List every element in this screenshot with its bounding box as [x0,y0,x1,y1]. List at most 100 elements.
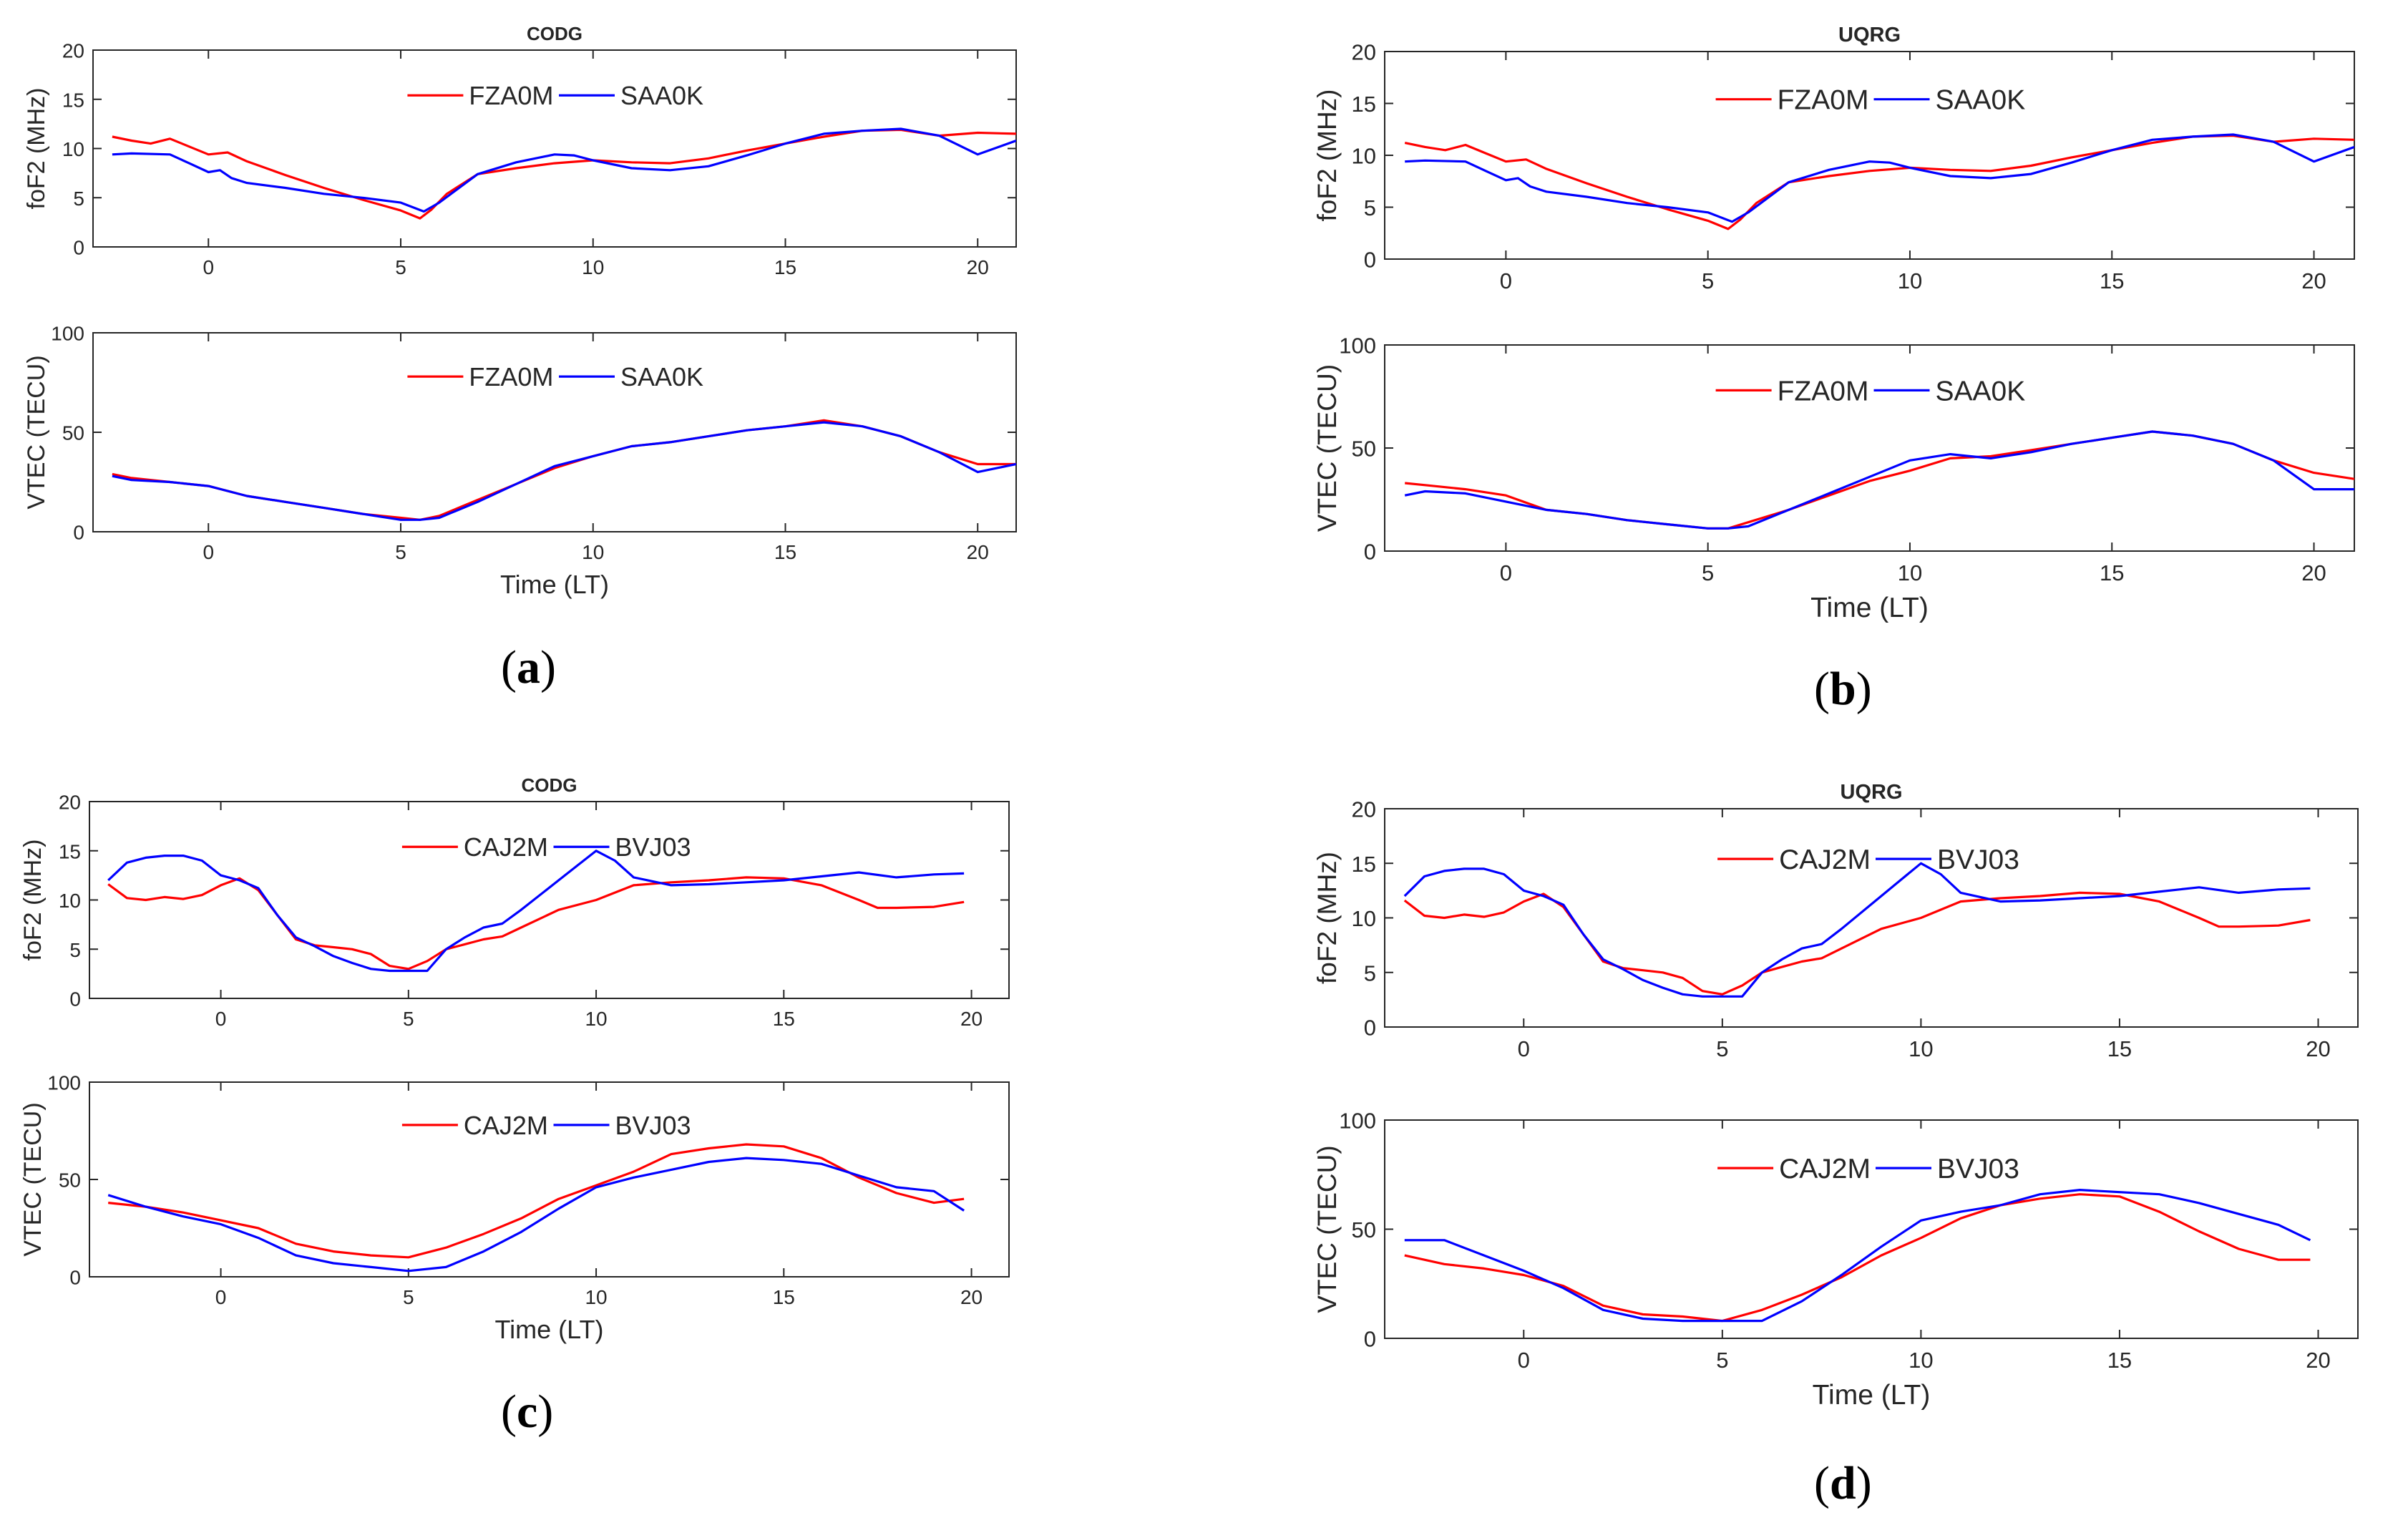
y-tick-label: 15 [59,840,81,862]
series-line-bvj03 [1403,862,2311,998]
x-tick-label: 20 [2301,268,2326,293]
legend-label-caj2m: CAJ2M [1779,845,1871,875]
y-tick-label: 100 [47,1072,81,1094]
x-axis-label: Time (LT) [1810,593,1929,623]
x-tick-label: 10 [585,1286,607,1308]
y-tick-label: 100 [51,323,84,345]
x-tick-label: 5 [1702,268,1714,293]
y-tick-label: 0 [69,1267,81,1289]
x-axis-label: Time (LT) [500,570,609,599]
legend-label-caj2m: CAJ2M [464,832,548,862]
series-line-saa0k [112,127,1016,213]
y-tick-label: 20 [1352,40,1376,65]
x-tick-label: 5 [1716,1036,1728,1061]
panel-label-d: (d) [1814,1457,1872,1509]
x-tick-label: 5 [1716,1348,1728,1373]
series-line-caj2m [107,876,965,970]
y-tick-label: 15 [1352,92,1376,117]
x-tick-label: 10 [1909,1036,1933,1061]
x-tick-label: 10 [582,256,604,278]
x-tick-label: 0 [203,256,214,278]
x-tick-label: 15 [774,256,796,278]
series-line-bvj03 [1404,1188,2311,1323]
y-tick-label: 50 [1352,1217,1376,1242]
legend-label-bvj03: BVJ03 [1937,845,2019,875]
series-line-fza0m [1405,430,2354,530]
x-tick-label: 20 [967,256,989,278]
x-tick-label: 0 [1518,1348,1530,1373]
series-line-fza0m [112,419,1016,521]
x-tick-label: 20 [2301,560,2326,585]
series-line-saa0k [1404,430,2354,530]
x-tick-label: 20 [960,1008,983,1030]
y-axis-label: VTEC (TECU) [1312,364,1342,532]
x-tick-label: 0 [1500,268,1512,293]
series-line-caj2m [1403,891,2311,996]
x-tick-label: 5 [403,1286,414,1308]
series-line-fza0m [1404,134,2354,230]
chart-d-vtec: 0 5 10 15 20 0 50 100 VTEC (TECU) Time (LT) CAJ2M B… [1312,1109,2359,1411]
legend-label-fza0m: FZA0M [1778,85,1869,116]
x-tick-label: 15 [2107,1036,2132,1061]
legend-label-caj2m: CAJ2M [1779,1154,1871,1184]
y-tick-label: 0 [1364,248,1376,273]
y-tick-label: 50 [59,1169,81,1192]
x-axis-label: Time (LT) [1813,1380,1931,1411]
x-tick-label: 10 [582,541,604,563]
chart-c-fof2: 0 5 10 15 20 0 5 10 15 20 foF2 (MHz) CODG CAJ2M BVJ03 [19,774,1010,1030]
x-tick-label: 0 [215,1008,227,1030]
x-tick-label: 0 [215,1286,227,1308]
plot-area [1384,344,2355,552]
legend-label-bvj03: BVJ03 [1937,1154,2019,1184]
y-axis-label: VTEC (TECU) [1312,1145,1342,1313]
y-tick-label: 10 [1352,906,1376,931]
y-tick-label: 10 [62,138,84,160]
y-axis-label: foF2 (MHz) [1312,89,1342,222]
legend-label-saa0k: SAA0K [1936,376,2026,407]
plot-area [92,332,1017,532]
y-tick-label: 20 [59,792,81,814]
legend-label-fza0m: FZA0M [1778,376,1869,407]
legend-label-bvj03: BVJ03 [615,1111,691,1140]
x-tick-label: 15 [773,1008,795,1030]
y-tick-label: 15 [62,89,84,111]
x-tick-label: 5 [403,1008,414,1030]
x-tick-label: 15 [2100,268,2124,293]
y-tick-label: 5 [73,188,84,210]
chart-title: UQRG [1838,24,1901,47]
legend-label-caj2m: CAJ2M [464,1111,548,1140]
y-tick-label: 10 [59,890,81,912]
y-tick-label: 0 [73,237,84,259]
series-line-caj2m [108,1143,965,1259]
chart-a-fof2: 0 5 10 15 20 0 5 10 15 20 foF2 (MHz) CODG FZA0M SAA0K [23,23,1017,278]
y-tick-label: 0 [1364,1327,1376,1352]
x-tick-label: 15 [2100,560,2124,585]
y-tick-label: 20 [1352,797,1376,822]
x-tick-label: 15 [774,541,796,563]
series-line-bvj03 [107,1157,965,1272]
y-axis-label: foF2 (MHz) [1312,852,1342,984]
x-tick-label: 5 [395,256,406,278]
legend-label-saa0k: SAA0K [620,362,703,391]
x-tick-label: 15 [773,1286,795,1308]
x-tick-label: 10 [1898,560,1922,585]
y-tick-label: 15 [1352,852,1376,877]
x-tick-label: 20 [967,541,989,563]
y-tick-label: 5 [1364,195,1376,220]
y-tick-label: 0 [1364,1016,1376,1041]
chart-b-vtec: 0 5 10 15 20 0 50 100 VTEC (TECU) Time (LT) FZA0M S… [1312,334,2355,623]
y-axis-label: VTEC (TECU) [19,1102,47,1256]
x-axis-label: Time (LT) [495,1315,604,1344]
y-tick-label: 50 [62,422,84,444]
y-tick-label: 10 [1352,144,1376,169]
chart-title: CODG [527,23,582,44]
series-line-saa0k [1405,133,2354,223]
x-tick-label: 20 [2306,1348,2330,1373]
x-tick-label: 0 [203,541,214,563]
panel-label-b: (b) [1814,663,1872,715]
series-line-saa0k [112,421,1016,521]
